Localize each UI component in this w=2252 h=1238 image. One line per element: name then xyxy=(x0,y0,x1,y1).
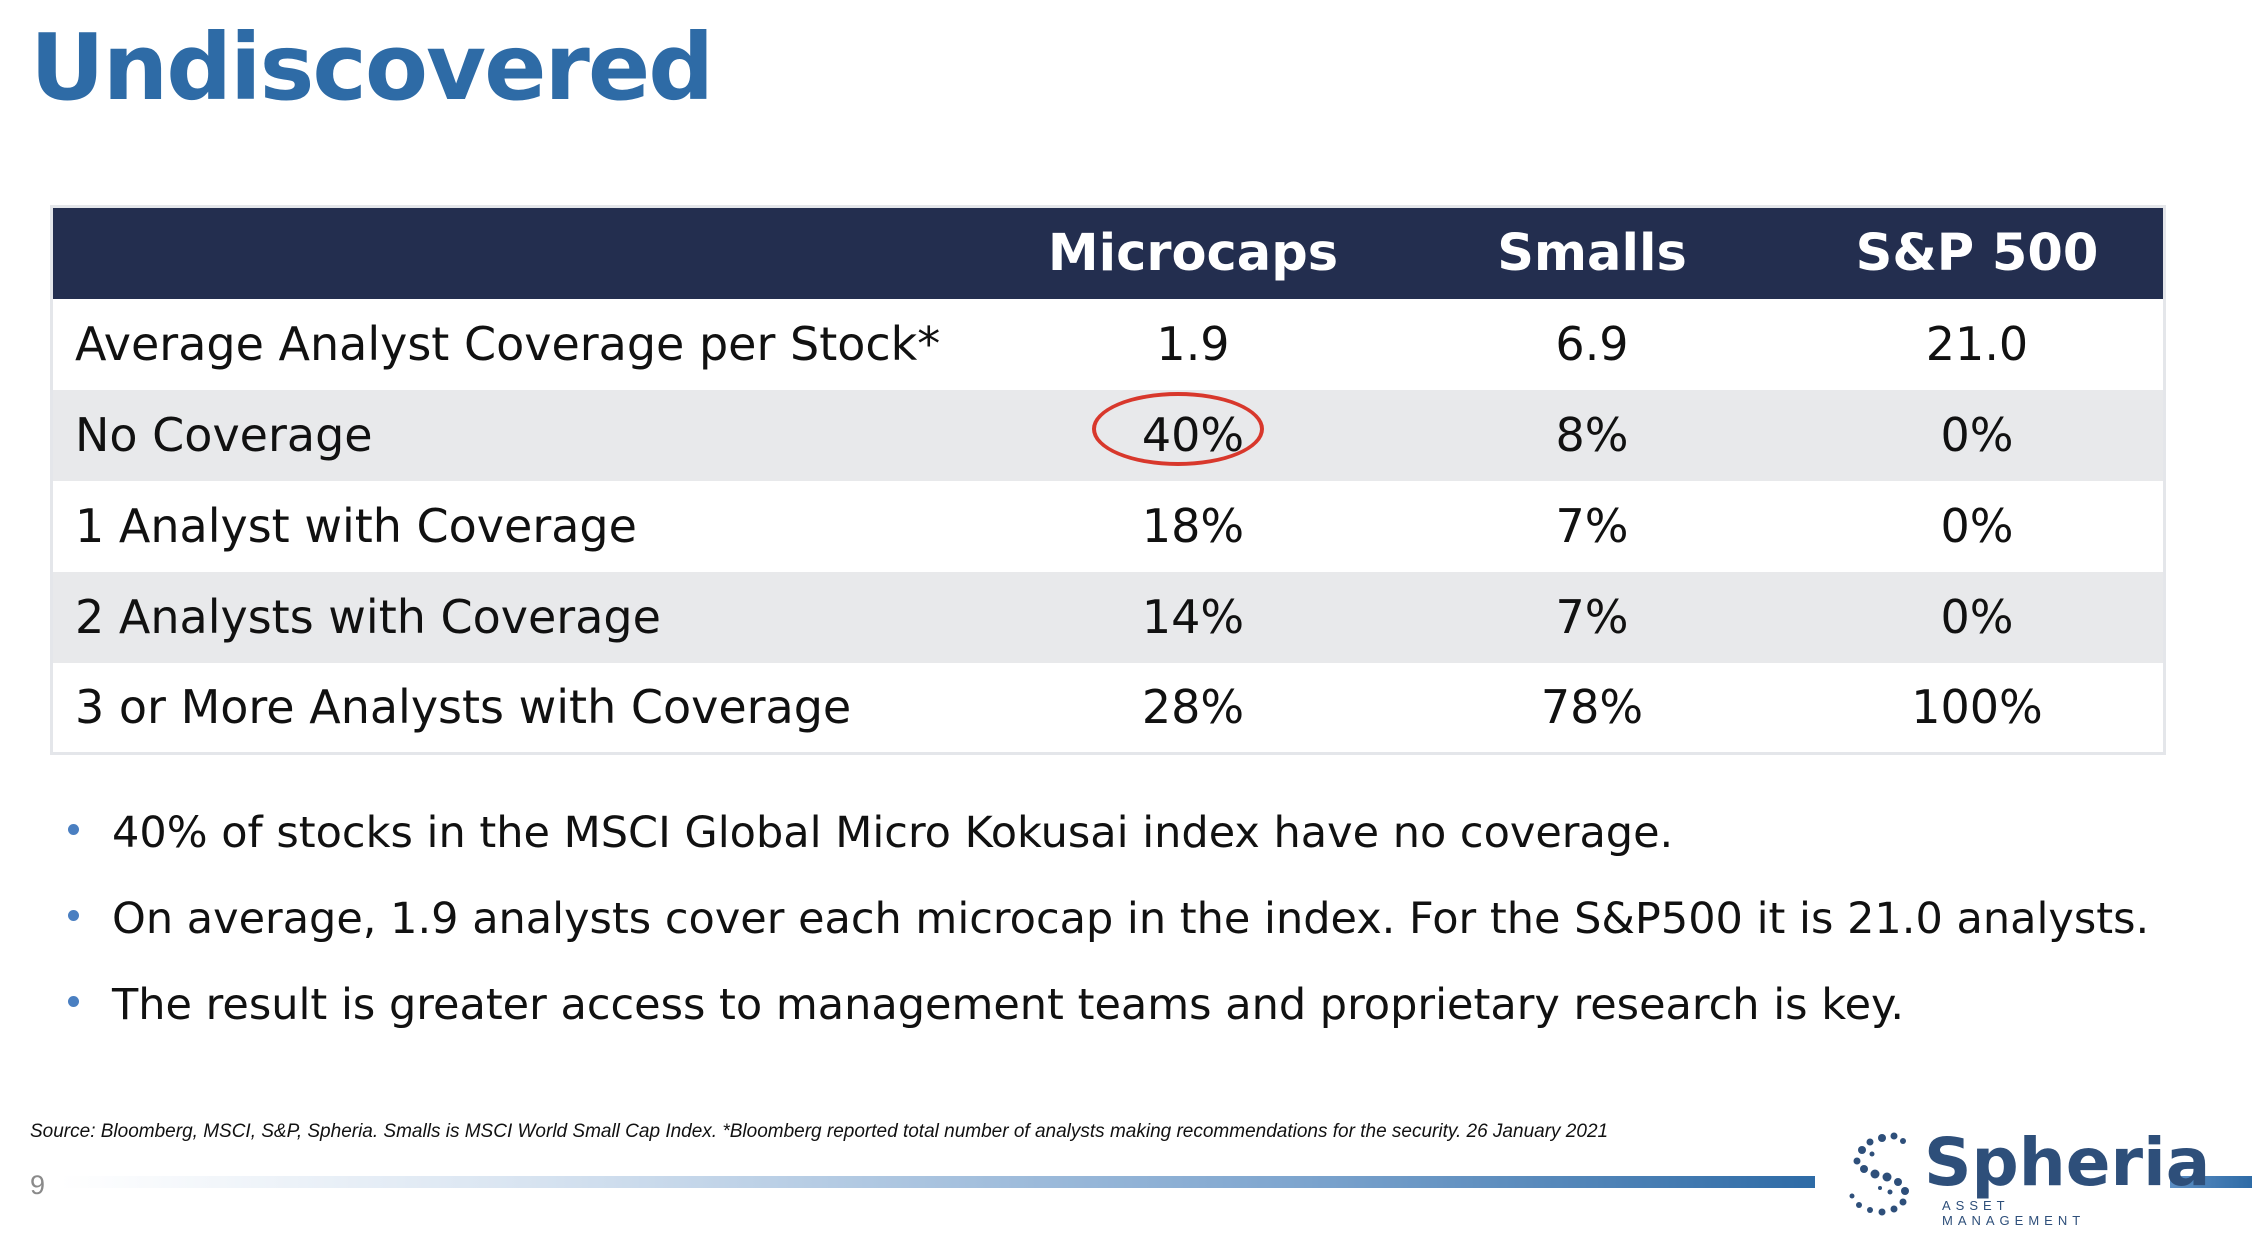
cell-smalls: 6.9 xyxy=(1555,317,1629,371)
row-label: 3 or More Analysts with Coverage xyxy=(75,680,852,735)
cell-microcaps-highlighted: 40% xyxy=(993,390,1393,481)
row-label: 2 Analysts with Coverage xyxy=(75,590,661,644)
spheria-logo: Spheria ASSET MANAGEMENT xyxy=(1842,1124,2210,1228)
spheria-logo-mark-icon xyxy=(1849,1132,1909,1216)
bullet-dot-icon xyxy=(68,824,79,835)
cell-smalls: 7% xyxy=(1555,499,1629,553)
header-smalls: Smalls xyxy=(1497,223,1687,283)
row-label: No Coverage xyxy=(75,408,373,462)
bullet-item: On average, 1.9 analysts cover each micr… xyxy=(68,894,2149,980)
logo-subtitle: ASSET MANAGEMENT xyxy=(1942,1198,2086,1228)
bullet-text: 40% of stocks in the MSCI Global Micro K… xyxy=(112,808,1674,858)
highlight-circle xyxy=(1091,392,1264,466)
table-row: 1 Analyst with Coverage 18% 7% 0% xyxy=(51,480,2165,572)
cell-microcaps: 28% xyxy=(1141,680,1245,735)
row-label: Average Analyst Coverage per Stock* xyxy=(75,317,941,371)
bullet-dot-icon xyxy=(68,910,79,921)
table-header-row: Microcaps Smalls S&P 500 xyxy=(51,206,2165,299)
cell-smalls: 78% xyxy=(1540,680,1644,735)
table-row: No Coverage 40% 8% 0% xyxy=(51,389,2165,481)
header-sp500: S&P 500 xyxy=(1855,223,2099,283)
table-row: 3 or More Analysts with Coverage 28% 78%… xyxy=(51,662,2165,754)
bullet-list: 40% of stocks in the MSCI Global Micro K… xyxy=(68,808,2149,1066)
table-row: 2 Analysts with Coverage 14% 7% 0% xyxy=(51,571,2165,663)
header-blank xyxy=(52,207,994,299)
cell-sp500: 100% xyxy=(1911,680,2043,735)
cell-sp500: 0% xyxy=(1940,499,2014,553)
footer-accent-bar xyxy=(2170,1176,2252,1188)
coverage-table: Microcaps Smalls S&P 500 Average Analyst… xyxy=(50,205,2166,755)
bullet-item: The result is greater access to manageme… xyxy=(68,980,2149,1066)
page-number: 9 xyxy=(30,1170,46,1200)
cell-sp500: 0% xyxy=(1940,590,2014,644)
header-microcaps: Microcaps xyxy=(1047,223,1339,283)
cell-microcaps: 14% xyxy=(1141,590,1245,644)
cell-smalls: 8% xyxy=(1555,408,1629,462)
source-footnote: Source: Bloomberg, MSCI, S&P, Spheria. S… xyxy=(30,1121,1609,1142)
row-label: 1 Analyst with Coverage xyxy=(75,499,637,553)
footer-gradient-bar xyxy=(60,1176,1815,1188)
bullet-text: On average, 1.9 analysts cover each micr… xyxy=(112,894,2150,944)
highlighted-value: 40% xyxy=(1091,392,1264,466)
bullet-item: 40% of stocks in the MSCI Global Micro K… xyxy=(68,808,2149,894)
cell-sp500: 21.0 xyxy=(1925,317,2029,371)
table-row: Average Analyst Coverage per Stock* 1.9 … xyxy=(51,298,2165,390)
logo-wordmark: Spheria xyxy=(1924,1124,2211,1201)
cell-smalls: 7% xyxy=(1555,590,1629,644)
cell-microcaps: 1.9 xyxy=(1156,317,1230,371)
cell-sp500: 0% xyxy=(1940,408,2014,462)
page-title: Undiscovered xyxy=(30,14,714,121)
bullet-dot-icon xyxy=(68,996,79,1007)
cell-microcaps: 18% xyxy=(1141,499,1245,553)
bullet-text: The result is greater access to manageme… xyxy=(112,980,1905,1030)
